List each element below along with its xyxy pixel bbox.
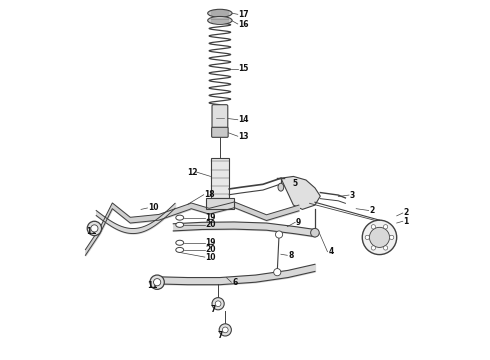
Ellipse shape — [176, 215, 184, 220]
Text: 19: 19 — [205, 238, 216, 247]
Text: 17: 17 — [239, 10, 249, 19]
Text: 13: 13 — [239, 132, 249, 141]
Text: 18: 18 — [204, 190, 215, 199]
Text: 3: 3 — [350, 190, 355, 199]
Text: 20: 20 — [205, 246, 216, 255]
Circle shape — [362, 220, 397, 255]
Text: 8: 8 — [288, 251, 294, 260]
Text: 10: 10 — [205, 253, 216, 262]
Circle shape — [383, 225, 388, 229]
Circle shape — [215, 301, 221, 307]
Circle shape — [153, 279, 161, 286]
Circle shape — [87, 221, 101, 235]
Circle shape — [91, 225, 98, 232]
Polygon shape — [281, 176, 320, 210]
Circle shape — [150, 275, 164, 289]
Ellipse shape — [208, 17, 232, 24]
Ellipse shape — [208, 9, 232, 17]
FancyBboxPatch shape — [212, 127, 228, 137]
Ellipse shape — [176, 222, 184, 227]
Text: 11: 11 — [147, 281, 158, 290]
Circle shape — [212, 298, 224, 310]
Text: 6: 6 — [232, 278, 237, 287]
Text: 2: 2 — [403, 208, 409, 217]
Ellipse shape — [176, 240, 184, 245]
Bar — [211, 158, 229, 198]
Text: 7: 7 — [210, 305, 216, 314]
Text: 2: 2 — [369, 206, 375, 215]
Circle shape — [371, 225, 375, 229]
Text: 19: 19 — [205, 213, 216, 222]
Text: 9: 9 — [296, 218, 301, 227]
Text: 12: 12 — [188, 168, 198, 177]
Circle shape — [365, 235, 369, 239]
Circle shape — [274, 269, 281, 276]
Text: 11: 11 — [87, 228, 97, 237]
Circle shape — [371, 246, 375, 250]
Text: 1: 1 — [403, 217, 409, 226]
Text: 5: 5 — [293, 179, 297, 188]
Circle shape — [383, 246, 388, 250]
Text: 10: 10 — [148, 203, 159, 212]
Ellipse shape — [176, 247, 184, 252]
Circle shape — [369, 227, 390, 247]
Text: 20: 20 — [205, 220, 216, 229]
Ellipse shape — [278, 183, 284, 191]
Text: 16: 16 — [239, 19, 249, 28]
Bar — [206, 198, 234, 209]
Circle shape — [390, 235, 394, 239]
Text: 4: 4 — [328, 247, 334, 256]
Circle shape — [219, 324, 231, 336]
Circle shape — [275, 231, 283, 238]
Text: 7: 7 — [218, 331, 223, 340]
Circle shape — [311, 228, 319, 237]
Text: 14: 14 — [239, 115, 249, 124]
FancyBboxPatch shape — [212, 105, 228, 129]
Circle shape — [222, 327, 228, 333]
Text: 15: 15 — [239, 64, 249, 73]
